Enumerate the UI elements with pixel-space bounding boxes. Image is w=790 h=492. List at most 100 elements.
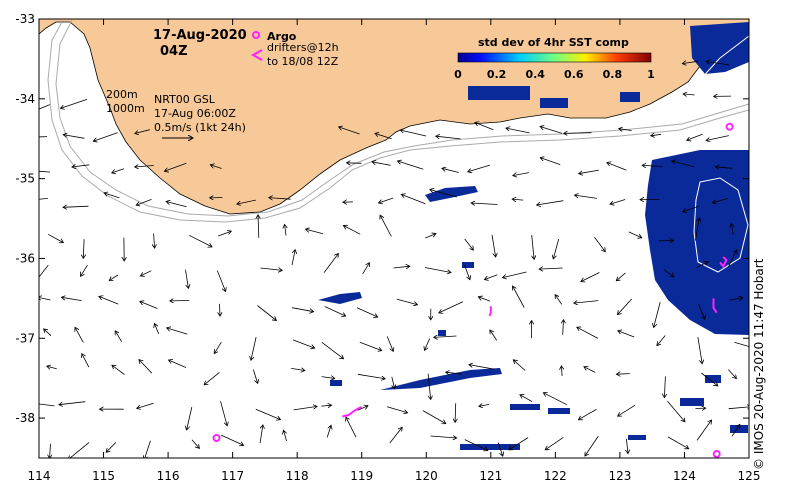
drifter-track (488, 306, 492, 317)
current-arrow (701, 372, 718, 386)
current-arrow (259, 425, 263, 444)
current-arrow (564, 133, 592, 134)
drifter-legend-icon (250, 49, 263, 61)
current-arrow (651, 134, 662, 136)
lat-tick-label: -34 (15, 92, 35, 106)
colorbar-tick-label: 0 (454, 68, 462, 81)
lon-tick-label: 122 (544, 469, 567, 483)
current-arrow (731, 224, 733, 236)
current-arrow (189, 234, 212, 247)
colorbar-tick-label: 0.8 (603, 68, 623, 81)
current-arrow (140, 270, 152, 276)
lat-tick-label: -38 (15, 411, 35, 425)
current-arrow (166, 202, 187, 208)
current-arrow (187, 407, 193, 430)
current-arrow (140, 301, 158, 309)
current-arrow (683, 206, 699, 211)
current-arrow (464, 264, 470, 280)
land-mass (39, 19, 749, 215)
current-arrow (112, 168, 125, 173)
current-arrow (594, 237, 606, 251)
current-arrow (540, 127, 563, 134)
longitude-axis: 114 115 116 117 118 119 120 121 122 123 124 125 (28, 19, 760, 483)
current-arrow (618, 331, 635, 338)
current-arrow (422, 410, 446, 424)
scale-label: 0.5m/s (1kt 24h) (154, 121, 246, 134)
lat-tick-label: -37 (15, 331, 35, 345)
current-arrow (455, 403, 456, 422)
current-arrow (82, 354, 90, 368)
argo-float (725, 122, 734, 131)
current-arrow (617, 298, 632, 315)
current-arrow (362, 263, 370, 275)
current-arrow (99, 296, 119, 305)
colorbar-tick-label: 1 (647, 68, 655, 81)
current-arrow (386, 406, 408, 413)
current-arrow (540, 158, 561, 165)
current-arrow (490, 330, 498, 341)
current-arrow (47, 366, 57, 369)
current-arrow (497, 442, 503, 457)
current-arrow (321, 341, 344, 359)
current-arrow (339, 127, 360, 135)
current-arrow (392, 376, 395, 389)
current-arrow (610, 199, 626, 205)
current-arrow (144, 440, 151, 458)
current-arrow (293, 406, 318, 411)
current-arrow (375, 133, 392, 140)
current-arrow (715, 167, 733, 169)
current-arrow (698, 304, 705, 319)
current-arrow (221, 434, 243, 445)
current-arrow (469, 365, 495, 370)
current-arrow (169, 360, 186, 368)
depth-label-200m: 200m (106, 88, 138, 101)
current-arrow (68, 442, 90, 458)
current-arrow (260, 268, 283, 270)
lon-tick-label: 115 (92, 469, 115, 483)
current-arrow (464, 238, 474, 250)
current-arrow (63, 135, 85, 139)
current-arrow (553, 238, 560, 259)
colorbar-ticks: 0 0.2 0.4 0.6 0.8 1 (454, 68, 655, 81)
current-arrow (109, 274, 119, 281)
current-arrow (191, 439, 200, 449)
current-arrow (479, 404, 490, 406)
current-arrow (577, 327, 599, 339)
current-arrow (436, 136, 461, 140)
current-arrow (430, 436, 457, 438)
current-arrow (471, 203, 498, 205)
current-arrow (185, 269, 189, 289)
current-arrow (291, 368, 305, 370)
current-arrow (697, 337, 702, 364)
current-arrow (220, 303, 221, 316)
current-arrow (513, 172, 529, 176)
current-arrow (285, 224, 286, 236)
map-time: 04Z (160, 44, 188, 59)
current-arrow (136, 199, 152, 205)
current-arrow (563, 320, 564, 335)
current-arrow (687, 133, 703, 140)
current-arrow (357, 406, 368, 411)
current-arrow (216, 270, 225, 292)
current-arrow (135, 166, 154, 168)
colorbar (457, 52, 652, 63)
current-arrow (442, 168, 459, 173)
current-arrow (475, 122, 494, 131)
current-arrow (682, 61, 699, 63)
colorbar-tick-label: 0.4 (525, 68, 545, 81)
lon-tick-label: 120 (415, 469, 438, 483)
drifter-track (719, 256, 728, 269)
current-arrow (728, 407, 749, 409)
current-arrow (654, 301, 661, 327)
current-arrow (380, 215, 392, 237)
current-arrow (137, 402, 154, 408)
lon-tick-label: 121 (479, 469, 502, 483)
argo-floats (212, 122, 734, 458)
current-arrow (706, 135, 729, 141)
current-arrow (539, 268, 563, 269)
current-arrow (425, 234, 436, 239)
current-arrow (359, 341, 382, 350)
current-arrow (642, 165, 663, 166)
